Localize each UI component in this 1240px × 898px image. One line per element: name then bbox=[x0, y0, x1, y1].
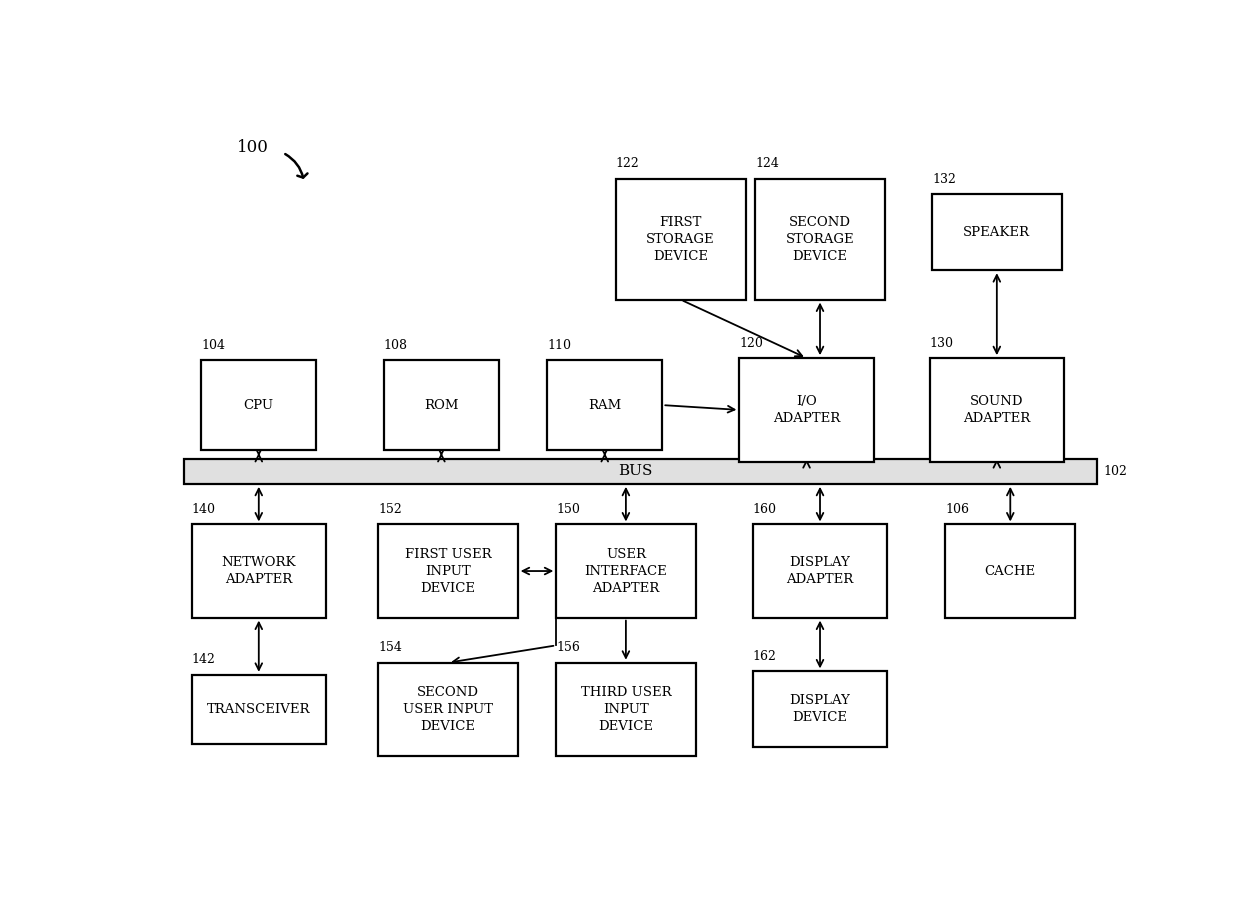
Bar bbox=[378, 663, 518, 756]
Text: 124: 124 bbox=[755, 157, 779, 171]
Text: TRANSCEIVER: TRANSCEIVER bbox=[207, 703, 310, 716]
Text: 142: 142 bbox=[191, 654, 216, 666]
Text: DISPLAY
DEVICE: DISPLAY DEVICE bbox=[790, 694, 851, 725]
Text: 130: 130 bbox=[930, 337, 954, 350]
Text: SOUND
ADAPTER: SOUND ADAPTER bbox=[963, 395, 1030, 425]
Bar bbox=[739, 358, 874, 462]
Bar bbox=[932, 194, 1061, 270]
Text: 106: 106 bbox=[945, 503, 970, 516]
Bar bbox=[557, 524, 696, 618]
Text: USER
INTERFACE
ADAPTER: USER INTERFACE ADAPTER bbox=[584, 548, 667, 594]
Text: FIRST USER
INPUT
DEVICE: FIRST USER INPUT DEVICE bbox=[404, 548, 491, 594]
Text: 160: 160 bbox=[753, 503, 776, 516]
Text: 122: 122 bbox=[616, 157, 640, 171]
Text: SECOND
USER INPUT
DEVICE: SECOND USER INPUT DEVICE bbox=[403, 686, 494, 733]
Bar bbox=[191, 674, 326, 744]
Bar bbox=[184, 459, 1096, 484]
Bar bbox=[557, 663, 696, 756]
Bar bbox=[755, 179, 885, 300]
Bar bbox=[383, 360, 498, 450]
Bar bbox=[753, 672, 888, 747]
Text: I/O
ADAPTER: I/O ADAPTER bbox=[773, 395, 841, 425]
Bar bbox=[930, 358, 1064, 462]
Text: 154: 154 bbox=[378, 641, 402, 655]
Text: ROM: ROM bbox=[424, 399, 459, 411]
Text: CACHE: CACHE bbox=[985, 565, 1035, 577]
Text: FIRST
STORAGE
DEVICE: FIRST STORAGE DEVICE bbox=[646, 216, 715, 262]
Text: 120: 120 bbox=[739, 337, 763, 350]
Text: DISPLAY
ADAPTER: DISPLAY ADAPTER bbox=[786, 556, 853, 586]
Bar bbox=[191, 524, 326, 618]
Text: 152: 152 bbox=[378, 503, 402, 516]
Text: 132: 132 bbox=[932, 173, 956, 186]
Bar bbox=[616, 179, 745, 300]
Text: SECOND
STORAGE
DEVICE: SECOND STORAGE DEVICE bbox=[786, 216, 854, 262]
Text: 162: 162 bbox=[753, 650, 776, 663]
Text: 108: 108 bbox=[383, 339, 408, 352]
Text: 156: 156 bbox=[557, 641, 580, 655]
Text: BUS: BUS bbox=[619, 464, 652, 479]
Bar bbox=[753, 524, 888, 618]
Text: CPU: CPU bbox=[244, 399, 274, 411]
Text: SPEAKER: SPEAKER bbox=[963, 225, 1030, 239]
Text: RAM: RAM bbox=[588, 399, 621, 411]
Bar bbox=[378, 524, 518, 618]
Text: 150: 150 bbox=[557, 503, 580, 516]
Text: 102: 102 bbox=[1104, 465, 1127, 478]
Text: THIRD USER
INPUT
DEVICE: THIRD USER INPUT DEVICE bbox=[580, 686, 671, 733]
Text: 100: 100 bbox=[237, 139, 269, 156]
Text: 110: 110 bbox=[547, 339, 572, 352]
Bar bbox=[945, 524, 1075, 618]
Text: 104: 104 bbox=[201, 339, 226, 352]
Text: 140: 140 bbox=[191, 503, 216, 516]
Bar bbox=[201, 360, 316, 450]
Bar bbox=[547, 360, 662, 450]
Text: NETWORK
ADAPTER: NETWORK ADAPTER bbox=[222, 556, 296, 586]
